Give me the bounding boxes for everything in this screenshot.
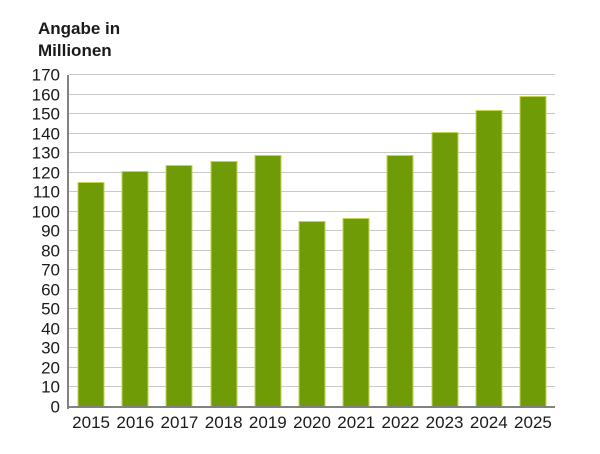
x-tick-label-2020: 2020 (293, 413, 331, 432)
bar-2017 (165, 164, 193, 407)
bar-2023 (431, 131, 459, 407)
gridline-120 (69, 171, 555, 173)
gridline-150 (69, 113, 555, 115)
bar-2022 (386, 155, 414, 407)
y-axis-line (67, 75, 69, 409)
bar-2020 (298, 221, 326, 407)
y-tick-label-100: 100 (31, 202, 60, 222)
bar-slot-2023 (423, 75, 467, 407)
bar-slot-2019 (246, 75, 290, 407)
bar-2025 (519, 96, 547, 407)
plot-area (69, 74, 555, 407)
bars (69, 75, 555, 407)
bar-slot-2016 (113, 75, 157, 407)
y-tick-label-110: 110 (32, 182, 60, 202)
x-tick-label-2017: 2017 (160, 413, 199, 432)
bar-slot-2025 (511, 75, 555, 407)
chart-title-line2: Millionen (38, 41, 112, 61)
bar-slot-2021 (334, 75, 378, 407)
y-tick-label-50: 50 (41, 299, 60, 319)
bar-slot-2024 (467, 75, 511, 407)
x-tick-label-2019: 2019 (248, 413, 287, 432)
x-axis-line (67, 406, 555, 408)
x-tick-label-2015: 2015 (72, 413, 110, 432)
y-tick-label-140: 140 (31, 124, 60, 144)
y-tick-label-30: 30 (41, 338, 60, 358)
gridline-160 (69, 93, 555, 95)
gridline-170 (69, 74, 555, 75)
gridline-130 (69, 152, 555, 154)
gridline-140 (69, 132, 555, 134)
y-tick-label-170: 170 (31, 65, 60, 85)
x-tick-label-2022: 2022 (381, 413, 420, 432)
chart-title: Angabe in Millionen (38, 18, 120, 63)
bar-2024 (475, 110, 503, 407)
y-tick-label-120: 120 (31, 163, 60, 183)
y-tick-label-0: 0 (50, 397, 60, 417)
bar-2015 (77, 182, 105, 407)
bar-slot-2018 (202, 75, 246, 407)
y-tick-label-10: 10 (41, 377, 60, 397)
y-tick-label-80: 80 (41, 241, 60, 261)
y-tick-label-60: 60 (41, 280, 60, 300)
bar-2021 (342, 217, 370, 407)
x-tick-label-2025: 2025 (514, 413, 552, 432)
x-tick-label-2021: 2021 (337, 413, 376, 432)
bar-slot-2022 (378, 75, 422, 407)
y-tick-label-20: 20 (41, 358, 60, 378)
y-axis-labels: 0 10 20 30 40 50 60 70 80 90 100 110 120 130 140 150 160… (0, 67, 60, 416)
chart-title-line1: Angabe in (38, 19, 121, 38)
gridline-100 (69, 210, 555, 212)
bar-slot-2015 (69, 75, 113, 407)
x-tick-label-2024: 2024 (469, 413, 508, 432)
bar-slot-2017 (157, 75, 201, 407)
x-tick-label-2018: 2018 (204, 413, 243, 432)
bar-2018 (210, 160, 238, 407)
y-tick-label-150: 150 (31, 104, 60, 124)
y-tick-label-130: 130 (31, 143, 60, 163)
bar-slot-2020 (290, 75, 334, 407)
x-tick-label-2023: 2023 (425, 413, 464, 432)
y-tick-label-160: 160 (31, 85, 60, 105)
y-tick-label-70: 70 (41, 260, 60, 280)
bar-2019 (254, 155, 282, 407)
x-axis-labels: 2015 2016 2017 2018 2019 2020 2021 2022 2023 2024… (69, 413, 555, 433)
y-tick-label-90: 90 (41, 221, 60, 241)
bar-2016 (121, 170, 149, 407)
y-tick-label-40: 40 (41, 319, 60, 339)
x-tick-label-2016: 2016 (116, 413, 155, 432)
gridline-110 (69, 191, 555, 193)
